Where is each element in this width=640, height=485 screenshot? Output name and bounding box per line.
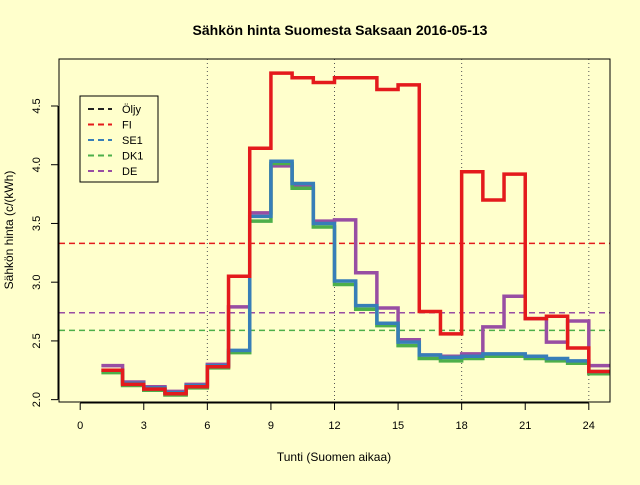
series-line-dk1 (101, 161, 610, 397)
chart-title: Sähkön hinta Suomesta Saksaan 2016-05-13 (193, 22, 488, 38)
y-tick-label-4: 4.0 (31, 157, 43, 172)
x-tick-label-21: 21 (519, 420, 531, 432)
x-tick-label-24: 24 (583, 420, 595, 432)
x-tick-label-9: 9 (268, 420, 274, 432)
legend-label-de: DE (122, 166, 137, 178)
x-tick-label-0: 0 (77, 420, 83, 432)
series-line-fi (101, 71, 610, 396)
x-tick-label-18: 18 (456, 420, 468, 432)
series-lines (101, 71, 610, 397)
y-tick-label-0: 2.0 (31, 392, 43, 407)
legend: Öljy FI SE1 DK1 DE (79, 95, 159, 183)
y-tick-label-1: 2.5 (31, 333, 43, 348)
legend-label-fi: FI (122, 120, 132, 132)
legend-label-se1: SE1 (122, 135, 143, 147)
x-tick-label-6: 6 (204, 420, 210, 432)
y-axis-title: Sähkön hinta (c/(kWh) (2, 171, 16, 290)
series-line-se1 (101, 159, 610, 395)
legend-label-öljy: Öljy (122, 104, 141, 116)
grid-layer (206, 59, 590, 402)
y-tick-label-2: 3.0 (31, 275, 43, 290)
x-tick-label-12: 12 (328, 420, 340, 432)
y-tick-label-3: 3.5 (31, 216, 43, 231)
plot-frame (58, 58, 611, 403)
y-axis: 2.0 2.5 3.0 3.5 4.0 4.5 (31, 98, 59, 407)
x-axis-title: Tunti (Suomen aikaa) (277, 450, 391, 464)
x-axis: 0 3 6 9 12 15 18 21 24 (77, 402, 595, 432)
y-tick-label-5: 4.5 (31, 98, 43, 113)
x-tick-label-15: 15 (392, 420, 404, 432)
x-tick-label-3: 3 (141, 420, 147, 432)
legend-label-dk1: DK1 (122, 151, 143, 163)
